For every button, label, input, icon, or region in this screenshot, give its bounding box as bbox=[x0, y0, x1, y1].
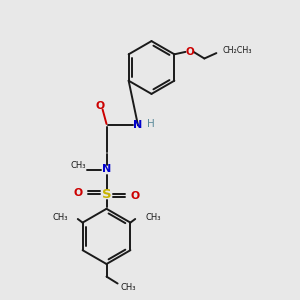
Text: O: O bbox=[95, 100, 104, 111]
Text: CH₃: CH₃ bbox=[146, 213, 161, 222]
Text: N: N bbox=[134, 120, 142, 130]
Text: S: S bbox=[102, 188, 111, 201]
Text: H: H bbox=[147, 119, 154, 129]
Text: N: N bbox=[102, 164, 111, 175]
Text: CH₂CH₃: CH₂CH₃ bbox=[222, 46, 252, 55]
Text: CH₃: CH₃ bbox=[121, 283, 136, 292]
Text: O: O bbox=[130, 191, 140, 201]
Text: CH₃: CH₃ bbox=[70, 161, 86, 170]
Text: O: O bbox=[74, 188, 82, 198]
Text: CH₃: CH₃ bbox=[52, 213, 68, 222]
Text: O: O bbox=[186, 47, 194, 57]
